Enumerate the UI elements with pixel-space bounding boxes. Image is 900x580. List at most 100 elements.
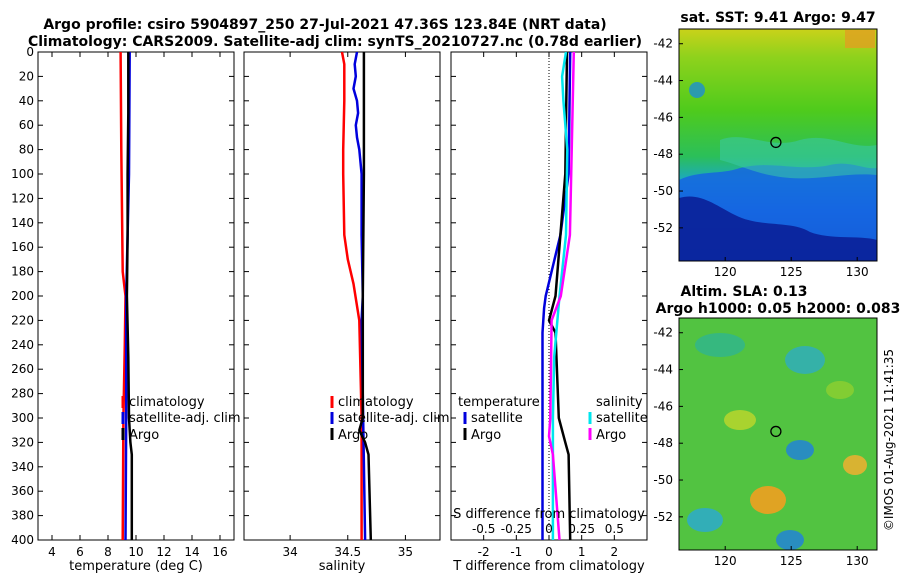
xtick-label: 8 <box>104 545 112 559</box>
figure-title-line2: Climatology: CARS2009. Satellite-adj cli… <box>28 34 642 50</box>
ytick-label: 120 <box>11 191 34 205</box>
difference-xlabel: T difference from climatology <box>452 559 645 574</box>
difference-xlabel-top: S difference from climatology <box>453 507 645 522</box>
imos-watermark: ©IMOS 01-Aug-2021 11:41:35 <box>882 349 896 531</box>
ytick-label: 20 <box>19 69 34 83</box>
ytick-label: 200 <box>11 289 34 303</box>
altim-map-frame <box>678 317 878 551</box>
sst-warm-patch <box>845 30 875 48</box>
map-ytick-label: -46 <box>653 110 673 124</box>
salinity-plot-frame <box>243 51 441 541</box>
salinity-legend: climatology satellite-adj. clim Argo <box>330 395 450 443</box>
map-ytick-label: -48 <box>653 147 673 161</box>
xtick-label: 1 <box>578 545 586 559</box>
s-xtick-label: 0 <box>545 522 553 536</box>
xtick-label: 34 <box>282 545 297 559</box>
legend-label-argo: Argo <box>129 428 159 443</box>
map-ytick-label: -52 <box>653 221 673 235</box>
legend-label-temp-argo: Argo <box>471 428 501 443</box>
legend-label-sal-satellite: satellite <box>596 411 648 426</box>
sst-map-title: sat. SST: 9.41 Argo: 9.47 <box>680 10 875 26</box>
legend-label-climatology: climatology <box>338 395 414 410</box>
xtick-label: 14 <box>184 545 199 559</box>
map-ytick-label: -42 <box>653 326 673 340</box>
map-ytick-label: -42 <box>653 37 673 51</box>
s-xtick-label: 0.5 <box>605 522 624 536</box>
s-xtick-label: 0.25 <box>568 522 595 536</box>
ytick-label: 140 <box>11 216 34 230</box>
map-xtick-label: 130 <box>846 265 869 279</box>
xtick-label: 6 <box>76 545 84 559</box>
legend-title-salinity: salinity <box>596 395 643 410</box>
ytick-label: 60 <box>19 118 34 132</box>
ytick-label: 80 <box>19 143 34 157</box>
map-ytick-label: -52 <box>653 510 673 524</box>
difference-legend: temperature salinity satellite Argo sate… <box>458 395 648 443</box>
map-xtick-label: 120 <box>714 265 737 279</box>
xtick-label: -2 <box>478 545 490 559</box>
ytick-label: 340 <box>11 460 34 474</box>
altim-high-region <box>843 455 867 475</box>
difference-axis-ticks: -2 -1 0 1 2 <box>451 51 647 559</box>
ytick-label: 100 <box>11 167 34 181</box>
figure-title-line1: Argo profile: csiro 5904897_250 27-Jul-2… <box>43 17 606 33</box>
legend-label-temp-satellite: satellite <box>471 411 523 426</box>
xtick-label: 16 <box>212 545 227 559</box>
legend-label-argo: Argo <box>338 428 368 443</box>
legend-label-satellite: satellite-adj. clim <box>338 411 450 426</box>
map-xtick-label: 130 <box>846 554 869 568</box>
salinity-axis-ticks: 34 34.5 35 <box>244 51 440 559</box>
temperature-xlabel: temperature (deg C) <box>69 559 203 574</box>
temperature-axis-ticks: 0 20 40 60 80 100 120 140 160 180 200 220 240 260 280 3… <box>11 45 234 559</box>
temperature-plot-frame <box>37 51 235 541</box>
series-line-climatology <box>340 52 363 540</box>
series-line-salinity-satellite <box>551 52 569 540</box>
ytick-label: 160 <box>11 240 34 254</box>
series-line-salinity-argo <box>547 52 576 540</box>
map-ytick-label: -50 <box>653 184 673 198</box>
legend-label-sal-argo: Argo <box>596 428 626 443</box>
ytick-label: 220 <box>11 313 34 327</box>
map-xtick-label: 120 <box>714 554 737 568</box>
ytick-label: 40 <box>19 94 34 108</box>
ytick-label: 180 <box>11 265 34 279</box>
map-ytick-label: -48 <box>653 436 673 450</box>
xtick-label: 35 <box>398 545 413 559</box>
sst-argo-location-marker <box>770 136 782 149</box>
map-ytick-label: -44 <box>653 363 673 377</box>
sst-map <box>678 28 878 262</box>
sst-map-frame <box>678 28 878 262</box>
xtick-label: 0 <box>545 545 553 559</box>
salinity-difference-ticks: -0.5 -0.25 0 0.25 0.5 <box>472 522 624 536</box>
temperature-legend: climatology satellite-adj. clim Argo <box>121 395 241 443</box>
legend-title-temperature: temperature <box>458 395 540 410</box>
altim-low-region <box>687 508 723 532</box>
altimetry-map <box>678 317 878 551</box>
s-xtick-label: -0.25 <box>501 522 532 536</box>
xtick-label: 4 <box>48 545 56 559</box>
legend-label-climatology: climatology <box>129 395 205 410</box>
ytick-label: 400 <box>11 533 34 547</box>
altim-map-title-line2: Argo h1000: 0.05 h2000: 0.083 <box>656 301 900 317</box>
map-xtick-label: 125 <box>780 554 803 568</box>
altim-low-region <box>776 530 804 550</box>
legend-label-satellite: satellite-adj. clim <box>129 411 241 426</box>
xtick-label: 12 <box>156 545 171 559</box>
difference-series <box>541 52 576 540</box>
ytick-label: 0 <box>26 45 34 59</box>
series-line-argo <box>358 52 373 540</box>
series-line-argo <box>125 52 134 540</box>
altim-map-title-line1: Altim. SLA: 0.13 <box>680 284 807 300</box>
salinity-series <box>340 52 373 540</box>
sst-front-band <box>720 137 877 179</box>
altim-high-region <box>750 486 786 514</box>
sst-map-ticks: 120 125 130 -42 -44 -46 -48 -50 -52 <box>653 37 868 279</box>
xtick-label: 34.5 <box>334 545 361 559</box>
ytick-label: 380 <box>11 509 34 523</box>
altim-low-region <box>695 333 745 357</box>
xtick-label: -1 <box>510 545 522 559</box>
ytick-label: 320 <box>11 435 34 449</box>
ytick-label: 240 <box>11 338 34 352</box>
ytick-label: 260 <box>11 362 34 376</box>
